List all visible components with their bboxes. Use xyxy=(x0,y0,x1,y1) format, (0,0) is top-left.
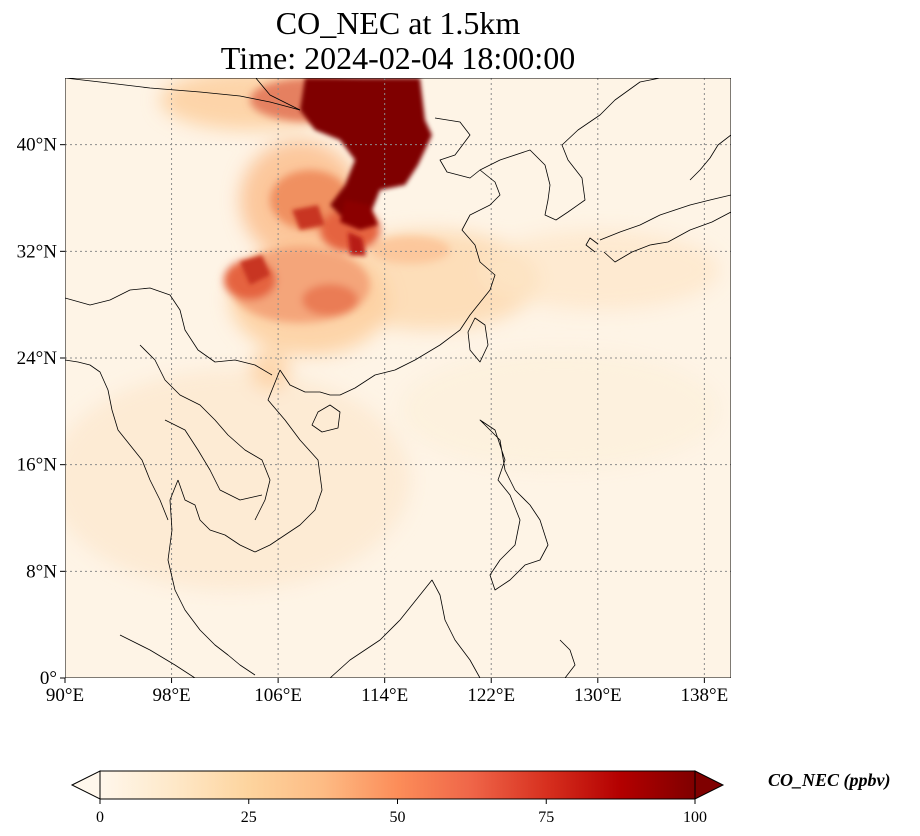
colorbar-tick-label: 0 xyxy=(96,809,104,826)
lon-tick-label: 130°E xyxy=(574,685,622,706)
colorbar-tick-label: 25 xyxy=(241,809,257,826)
colorbar: 0 25 50 75 100 xyxy=(70,770,725,826)
colorbar-ticks: 0 25 50 75 100 xyxy=(96,799,707,826)
colorbar-extend-high xyxy=(694,770,725,800)
lon-tick-label: 90°E xyxy=(46,685,84,706)
lat-tick-label: 40°N xyxy=(17,135,58,156)
lon-tick-label: 114°E xyxy=(361,685,408,706)
longitude-ticks: 90°E 98°E 106°E 114°E 122°E 130°E 138°E xyxy=(46,678,728,706)
colorbar-extend-low xyxy=(70,770,101,800)
lon-tick-label: 98°E xyxy=(152,685,190,706)
lat-tick-label: 24°N xyxy=(17,348,58,369)
lat-tick-label: 16°N xyxy=(17,455,58,476)
map-title-line2: Time: 2024-02-04 18:00:00 xyxy=(220,40,576,76)
colorbar-tick-label: 50 xyxy=(390,809,406,826)
coastlines xyxy=(65,78,731,678)
lat-tick-label: 32°N xyxy=(17,241,58,262)
map-title-line1: CO_NEC at 1.5km xyxy=(275,5,521,41)
map-area xyxy=(65,78,731,678)
lon-tick-label: 122°E xyxy=(467,685,515,706)
lat-tick-label: 8°N xyxy=(26,561,57,582)
concentration-field xyxy=(65,78,720,590)
colorbar-tick-label: 75 xyxy=(538,809,554,826)
colorbar-label: CO_NEC (ppbv) xyxy=(768,770,891,790)
latitude-ticks: 0° 8°N 16°N 24°N 32°N 40°N xyxy=(17,135,65,689)
lon-tick-label: 106°E xyxy=(254,685,302,706)
lat-tick-label: 0° xyxy=(40,668,57,689)
colorbar-tick-label: 100 xyxy=(683,809,707,826)
colorbar-gradient xyxy=(99,770,696,800)
lon-tick-label: 138°E xyxy=(681,685,729,706)
